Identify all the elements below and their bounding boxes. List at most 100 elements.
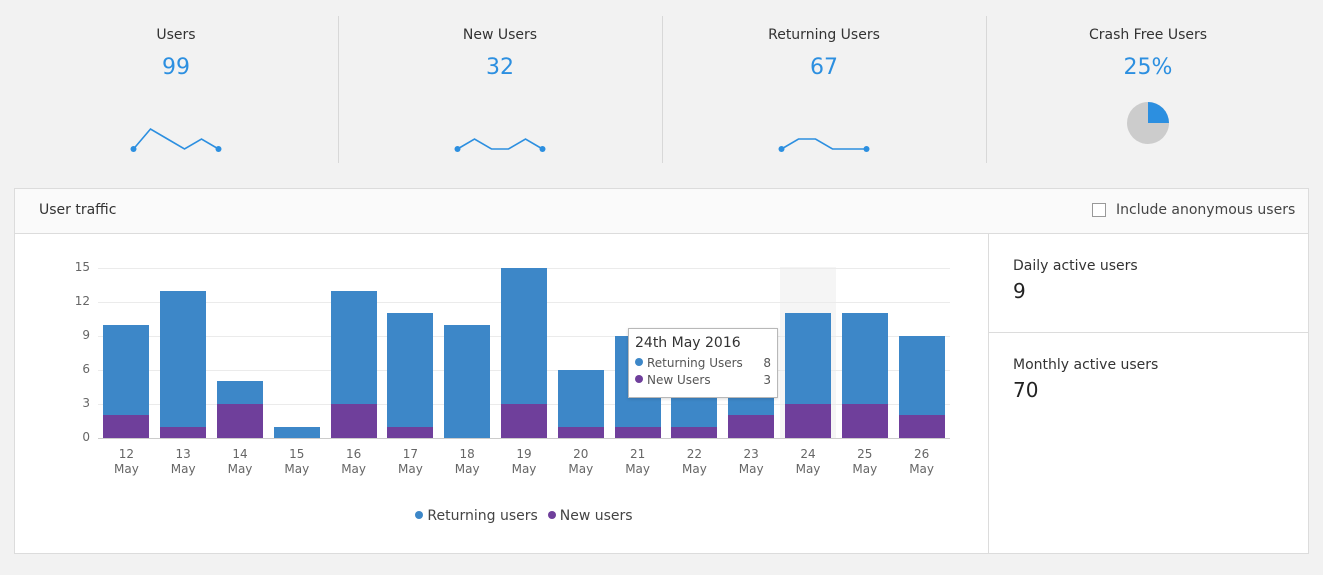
legend-label: Returning users xyxy=(427,508,538,524)
stat-value: 70 xyxy=(1013,378,1039,402)
bar xyxy=(557,370,604,427)
x-tick-label: 19 May xyxy=(511,447,537,476)
legend-item[interactable]: Returning users xyxy=(415,508,538,524)
sparkline-line xyxy=(457,138,543,150)
checkbox[interactable] xyxy=(1092,203,1106,217)
bar xyxy=(841,313,888,404)
bar xyxy=(501,268,547,404)
separator xyxy=(662,16,663,163)
bar xyxy=(501,404,547,438)
tooltip-label: New Users xyxy=(647,373,711,387)
kpi-value: 25% xyxy=(1123,55,1173,80)
separator xyxy=(986,16,987,163)
sparkline xyxy=(778,138,870,152)
bar xyxy=(160,426,207,438)
bar xyxy=(444,324,491,438)
kpi-value: 67 xyxy=(810,55,838,80)
legend: Returning users New users xyxy=(0,505,1048,524)
legend-label: New users xyxy=(559,508,633,524)
x-tick-label: 15 May xyxy=(284,447,310,476)
sparkline xyxy=(130,127,222,152)
legend-item[interactable]: New users xyxy=(547,508,633,524)
x-tick-label: 20 May xyxy=(568,447,594,476)
tooltip-value: 3 xyxy=(763,373,771,387)
bar xyxy=(557,426,604,438)
bar xyxy=(785,313,831,404)
sparkline xyxy=(454,138,546,152)
kpi-label: New Users xyxy=(462,27,538,43)
bar xyxy=(217,381,263,404)
x-tick-label: 12 May xyxy=(113,447,139,476)
pie-chart xyxy=(1127,102,1169,144)
x-tick-label: 18 May xyxy=(454,447,480,476)
divider xyxy=(988,234,989,553)
tooltip: 24th May 2016 Returning Users 8 New User… xyxy=(628,328,778,398)
tooltip-row: Returning Users xyxy=(635,356,743,370)
bar xyxy=(728,415,775,438)
bar xyxy=(160,290,207,427)
legend-swatch xyxy=(547,511,556,519)
kpi-value: 32 xyxy=(486,55,514,80)
x-tick-label: 23 May xyxy=(738,447,764,476)
kpi-label: Returning Users xyxy=(768,27,880,43)
checkbox-label[interactable]: Include anonymous users xyxy=(1116,202,1296,218)
bar xyxy=(898,415,945,438)
kpi-label: Users xyxy=(156,27,196,43)
tooltip-value: 8 xyxy=(763,356,771,370)
traffic-panel: User traffic Include anonymous users Dai… xyxy=(14,188,1309,554)
sparkline-line xyxy=(132,127,219,150)
bar xyxy=(841,404,888,438)
tooltip-row: New Users xyxy=(635,373,711,387)
bar xyxy=(103,415,150,438)
bar xyxy=(614,426,661,438)
x-tick-label: 21 May xyxy=(625,447,650,476)
sparkline-dot xyxy=(130,146,137,152)
bar xyxy=(217,404,263,438)
panel-title: User traffic xyxy=(39,202,117,218)
stat-label: Monthly active users xyxy=(1013,357,1159,373)
x-tick-label: 25 May xyxy=(852,447,878,476)
y-tick-label: 6 xyxy=(82,362,90,376)
stat-value: 9 xyxy=(1013,279,1026,303)
tooltip-dot xyxy=(635,375,643,383)
legend-swatch xyxy=(415,511,424,519)
tooltip-title: 24th May 2016 xyxy=(635,335,741,351)
y-tick-label: 3 xyxy=(82,396,90,410)
bar xyxy=(387,313,434,427)
sparkline-dot xyxy=(778,146,785,152)
sparkline-dot xyxy=(863,146,870,152)
y-tick-label: 15 xyxy=(74,260,90,274)
sparkline-line xyxy=(781,138,867,150)
y-tick-label: 0 xyxy=(82,430,90,444)
grid-line xyxy=(98,438,950,439)
x-tick-label: 13 May xyxy=(170,447,196,476)
pie-slice xyxy=(1148,102,1169,123)
sparkline-dot xyxy=(454,146,461,152)
tooltip-dot xyxy=(635,358,643,366)
bar xyxy=(785,404,831,438)
x-tick-label: 16 May xyxy=(341,447,366,476)
divider xyxy=(989,332,1308,333)
kpi-label: Crash Free Users xyxy=(1088,27,1208,43)
bar xyxy=(898,336,945,416)
separator xyxy=(338,16,339,163)
bar xyxy=(387,426,434,438)
bar xyxy=(330,404,377,438)
x-tick-label: 24 May xyxy=(795,447,821,476)
x-tick-label: 14 May xyxy=(227,447,253,476)
y-tick-label: 9 xyxy=(82,328,90,342)
bar xyxy=(103,324,150,416)
bar xyxy=(330,290,377,404)
x-tick-label: 22 May xyxy=(681,447,707,476)
tooltip-label: Returning Users xyxy=(647,356,743,370)
x-tick-label: 26 May xyxy=(909,447,934,476)
stat-label: Daily active users xyxy=(1013,258,1138,274)
kpi-value: 99 xyxy=(162,55,190,80)
x-tick-label: 17 May xyxy=(397,447,423,476)
y-tick-label: 12 xyxy=(74,294,90,308)
sparkline-dot xyxy=(539,146,546,152)
bar xyxy=(273,426,320,438)
